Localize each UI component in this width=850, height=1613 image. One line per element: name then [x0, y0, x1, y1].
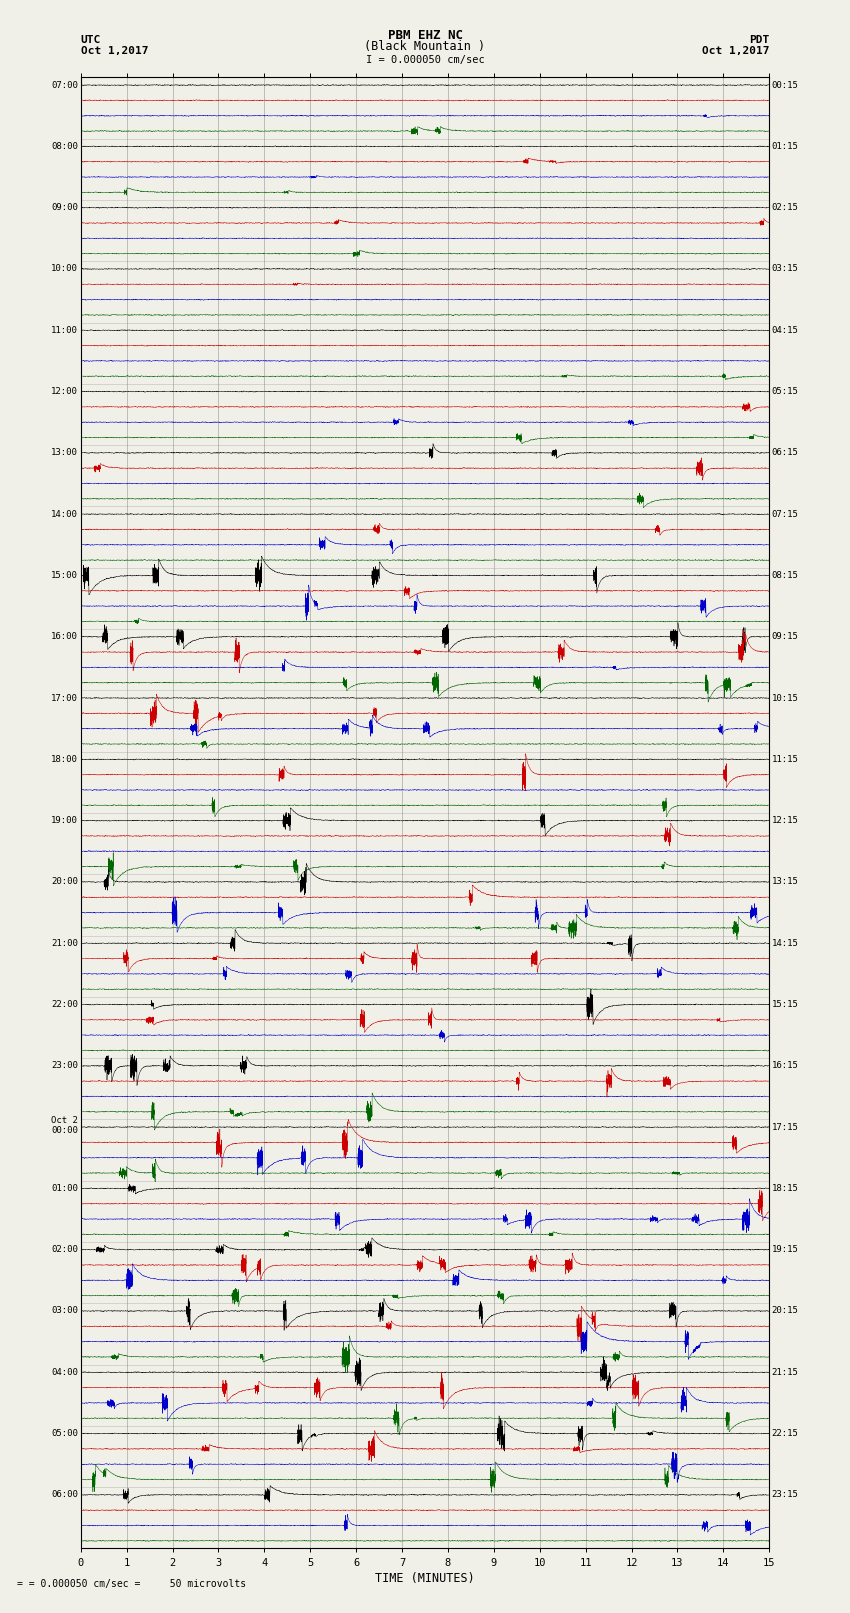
Text: 07:15: 07:15 [772, 510, 799, 519]
Text: 15:15: 15:15 [772, 1000, 799, 1010]
Text: 19:15: 19:15 [772, 1245, 799, 1255]
Text: 19:00: 19:00 [51, 816, 78, 826]
Text: PBM EHZ NC: PBM EHZ NC [388, 29, 462, 42]
Text: 07:00: 07:00 [51, 81, 78, 90]
Text: 22:15: 22:15 [772, 1429, 799, 1439]
Text: 09:00: 09:00 [51, 203, 78, 213]
Text: 11:00: 11:00 [51, 326, 78, 336]
Text: 05:00: 05:00 [51, 1429, 78, 1439]
Text: 11:15: 11:15 [772, 755, 799, 765]
Text: 17:15: 17:15 [772, 1123, 799, 1132]
Text: 03:15: 03:15 [772, 265, 799, 274]
Text: Oct 1,2017: Oct 1,2017 [702, 47, 769, 56]
Text: 05:15: 05:15 [772, 387, 799, 397]
Text: 12:15: 12:15 [772, 816, 799, 826]
Text: UTC: UTC [81, 35, 101, 45]
Text: 06:15: 06:15 [772, 448, 799, 458]
Text: 16:15: 16:15 [772, 1061, 799, 1071]
Text: 17:00: 17:00 [51, 694, 78, 703]
Text: 18:15: 18:15 [772, 1184, 799, 1194]
Text: 08:15: 08:15 [772, 571, 799, 581]
Text: 23:15: 23:15 [772, 1490, 799, 1500]
Text: 10:15: 10:15 [772, 694, 799, 703]
Text: 00:15: 00:15 [772, 81, 799, 90]
Text: 14:15: 14:15 [772, 939, 799, 948]
Text: 14:00: 14:00 [51, 510, 78, 519]
Text: 13:00: 13:00 [51, 448, 78, 458]
Text: 20:15: 20:15 [772, 1307, 799, 1316]
Text: 03:00: 03:00 [51, 1307, 78, 1316]
Text: 08:00: 08:00 [51, 142, 78, 152]
Text: Oct 2: Oct 2 [51, 1116, 78, 1126]
Text: (Black Mountain ): (Black Mountain ) [365, 40, 485, 53]
Text: 20:00: 20:00 [51, 877, 78, 887]
Text: 12:00: 12:00 [51, 387, 78, 397]
Text: 00:00: 00:00 [51, 1126, 78, 1136]
Text: 21:00: 21:00 [51, 939, 78, 948]
Text: I = 0.000050 cm/sec: I = 0.000050 cm/sec [366, 55, 484, 65]
Text: 01:00: 01:00 [51, 1184, 78, 1194]
Text: 06:00: 06:00 [51, 1490, 78, 1500]
Text: 22:00: 22:00 [51, 1000, 78, 1010]
Text: 01:15: 01:15 [772, 142, 799, 152]
Text: 18:00: 18:00 [51, 755, 78, 765]
Text: 23:00: 23:00 [51, 1061, 78, 1071]
Text: 21:15: 21:15 [772, 1368, 799, 1378]
X-axis label: TIME (MINUTES): TIME (MINUTES) [375, 1571, 475, 1584]
Text: 09:15: 09:15 [772, 632, 799, 642]
Text: 13:15: 13:15 [772, 877, 799, 887]
Text: = = 0.000050 cm/sec =     50 microvolts: = = 0.000050 cm/sec = 50 microvolts [17, 1579, 246, 1589]
Text: PDT: PDT [749, 35, 769, 45]
Text: 15:00: 15:00 [51, 571, 78, 581]
Text: 02:00: 02:00 [51, 1245, 78, 1255]
Text: 10:00: 10:00 [51, 265, 78, 274]
Text: 16:00: 16:00 [51, 632, 78, 642]
Text: 02:15: 02:15 [772, 203, 799, 213]
Text: Oct 1,2017: Oct 1,2017 [81, 47, 148, 56]
Text: 04:00: 04:00 [51, 1368, 78, 1378]
Text: 04:15: 04:15 [772, 326, 799, 336]
